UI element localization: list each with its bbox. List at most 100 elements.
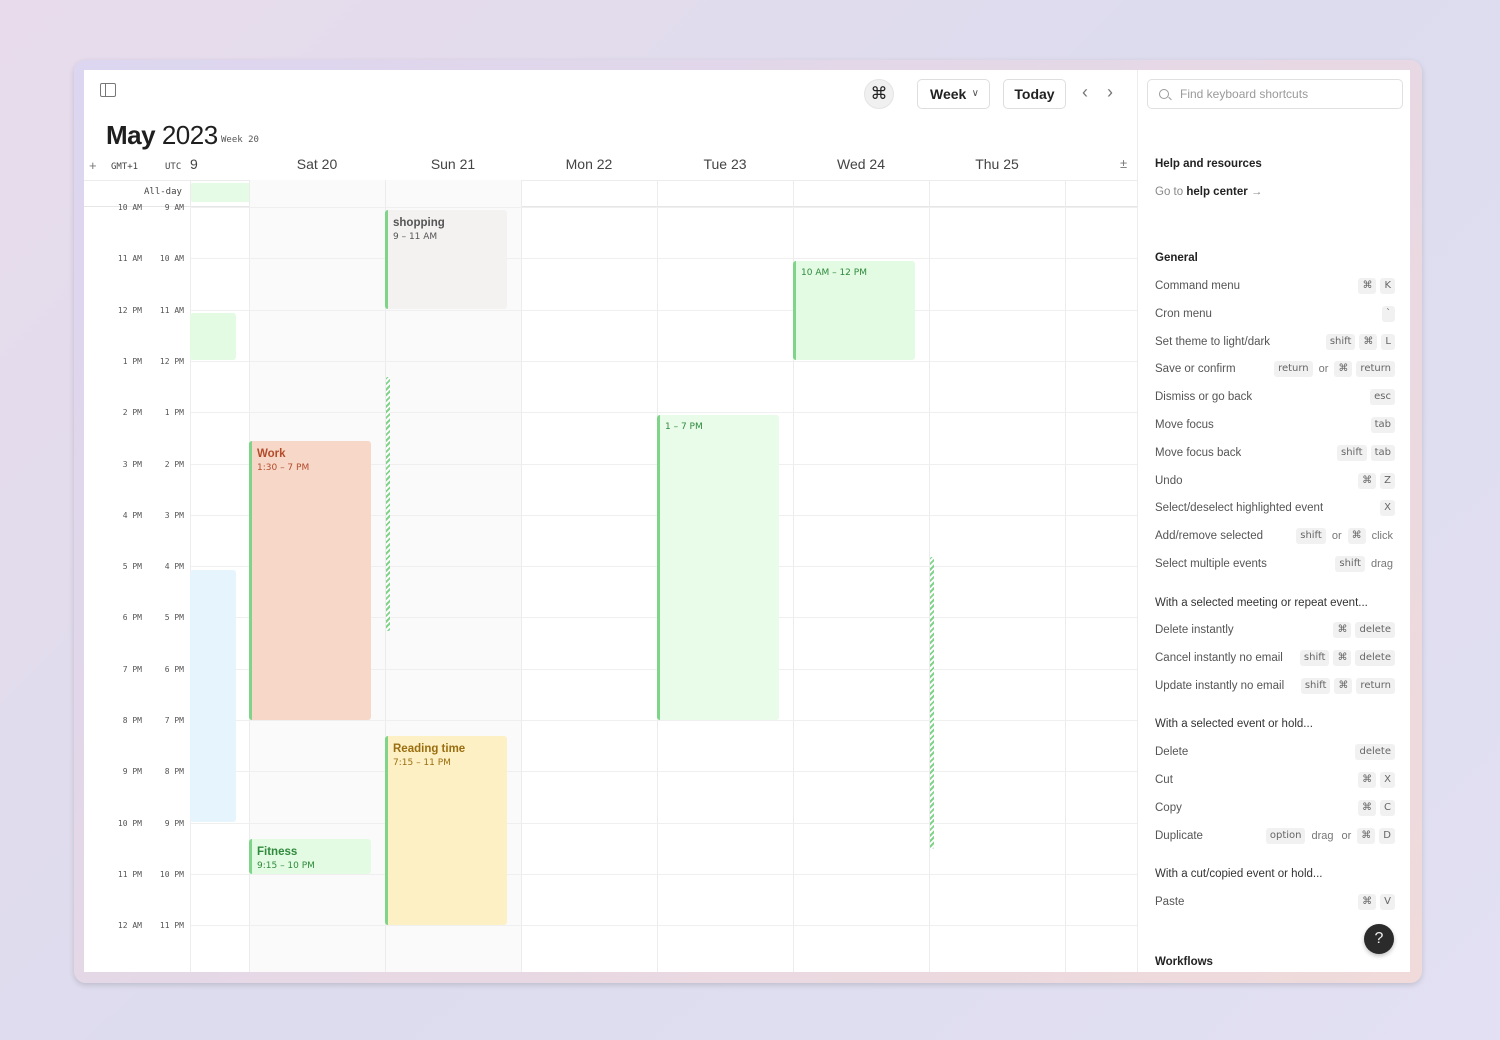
time-label-local: 7 PM — [122, 664, 142, 674]
shortcut-row: Delete delete — [1155, 744, 1395, 762]
shortcut-label: Cut — [1155, 774, 1173, 786]
event-shopping[interactable]: shopping 9 – 11 AM — [385, 210, 507, 309]
keycap: ⌘ — [1334, 678, 1353, 694]
keycap: ⌘ — [1358, 472, 1377, 489]
previous-week-icon[interactable]: ‹ — [1082, 82, 1088, 102]
day-header-wed[interactable]: Wed 24 — [837, 156, 885, 172]
link-prefix: Go to — [1155, 186, 1184, 198]
time-label-utc: 10 PM — [159, 869, 184, 879]
event-fitness[interactable]: Fitness 9:15 – 10 PM — [249, 839, 371, 874]
shortcut-row: Undo ⌘ Z — [1155, 472, 1395, 491]
day-header-sat[interactable]: Sat 20 — [296, 156, 338, 172]
event-hold-thu[interactable] — [930, 557, 934, 849]
help-button[interactable]: ? — [1364, 924, 1394, 954]
shortcut-label: Command menu — [1155, 280, 1241, 292]
shortcut-row: Save or confirm return or ⌘ return — [1155, 361, 1395, 379]
event-hold-sun[interactable] — [386, 377, 390, 631]
event-color-bar — [249, 839, 252, 874]
keycap: return — [1356, 678, 1395, 694]
shortcut-search[interactable] — [1147, 79, 1403, 109]
shortcut-label: Cron menu — [1155, 307, 1212, 320]
event-work[interactable]: Work 1:30 – 7 PM — [249, 441, 371, 720]
time-label-local: 9 PM — [122, 767, 142, 777]
event-color-bar — [385, 210, 388, 309]
shortcut-keys: return or ⌘ return — [1274, 361, 1395, 378]
event-block-fri-blue[interactable] — [190, 570, 236, 822]
time-label-utc: 12 PM — [159, 356, 184, 366]
divider — [84, 206, 1137, 207]
event-reading-time[interactable]: Reading time 7:15 – 11 PM — [385, 736, 507, 925]
time-label-local: 11 AM — [117, 254, 142, 264]
keycap: shift — [1335, 556, 1365, 572]
keycap: ⌘ — [1359, 333, 1378, 350]
event-wed-block[interactable]: 10 AM – 12 PM — [793, 261, 915, 360]
hour-line — [190, 360, 1137, 362]
command-menu-button[interactable]: ⌘ — [864, 79, 894, 109]
zoom-toggle-icon[interactable]: ± — [1120, 156, 1128, 171]
shortcut-row: Select multiple events shift drag — [1155, 556, 1395, 574]
shortcut-keys: shift tab — [1337, 444, 1395, 461]
day-header-mon[interactable]: Mon 22 — [565, 156, 613, 172]
keycap: option — [1265, 828, 1306, 844]
day-header-sun[interactable]: Sun 21 — [430, 156, 476, 172]
event-block-fri-green[interactable] — [190, 313, 236, 360]
time-label-local: 3 PM — [122, 459, 142, 469]
time-label-utc: 2 PM — [164, 459, 184, 469]
shortcut-row: Delete instantly ⌘ delete — [1155, 622, 1395, 640]
shortcut-row: Cron menu ` — [1155, 305, 1395, 324]
keycap: shift — [1299, 650, 1330, 666]
shortcut-row: Update instantly no email shift ⌘ return — [1155, 678, 1395, 696]
time-label-utc: 3 PM — [164, 510, 184, 520]
hour-line — [190, 925, 1137, 927]
day-header-tue[interactable]: Tue 23 — [703, 156, 747, 172]
keycap: ` — [1382, 305, 1395, 322]
view-select-button[interactable]: Week ∨ — [917, 79, 990, 109]
time-label-local: 12 AM — [117, 921, 142, 931]
shortcut-connector: drag — [1370, 558, 1393, 570]
hour-line — [190, 412, 1137, 414]
meeting-section-title: With a selected meeting or repeat event.… — [1155, 597, 1368, 609]
next-week-icon[interactable]: › — [1107, 82, 1113, 102]
timezone-utc-label[interactable]: UTC — [165, 162, 182, 172]
event-time: 1 – 7 PM — [665, 422, 703, 432]
search-input[interactable] — [1180, 84, 1395, 104]
divider — [84, 180, 1137, 181]
shortcut-label: Save or confirm — [1155, 363, 1236, 376]
time-label-utc: 9 AM — [164, 203, 184, 212]
calendar-grid[interactable]: 10 AM 9 AM 11 AM 10 AM 12 PM 11 AM 1 PM 12 PM 2 … — [84, 180, 1137, 972]
keycap: V — [1380, 894, 1395, 910]
keycap: ⌘ — [1357, 828, 1376, 844]
shortcut-keys: tab — [1370, 417, 1395, 433]
column-divider — [929, 180, 930, 972]
event-time: 9:15 – 10 PM — [257, 861, 315, 871]
shortcut-keys: ⌘ Z — [1358, 472, 1395, 489]
keycap: X — [1380, 772, 1395, 788]
shortcut-label: Delete instantly — [1155, 624, 1234, 636]
timezone-local-label[interactable]: GMT+1 — [111, 162, 139, 172]
add-timezone-button[interactable]: + — [89, 158, 97, 173]
shortcut-label: Select/deselect highlighted event — [1155, 502, 1324, 515]
event-time: 10 AM – 12 PM — [801, 268, 867, 278]
shortcut-label: Delete — [1155, 746, 1189, 758]
today-button[interactable]: Today — [1003, 79, 1066, 109]
keycap: ⌘ — [1333, 650, 1352, 666]
event-title: Fitness — [257, 846, 298, 858]
event-title: Work — [257, 448, 286, 460]
time-label-utc: 10 AM — [159, 254, 184, 264]
keycap: delete — [1355, 744, 1395, 760]
shortcut-keys: ⌘ C — [1358, 800, 1395, 816]
shortcut-connector: click — [1371, 530, 1393, 543]
help-center-link[interactable]: Go to help center → — [1155, 186, 1262, 198]
event-tue-block[interactable]: 1 – 7 PM — [657, 415, 779, 720]
keycap: esc — [1370, 389, 1395, 406]
day-header-fri[interactable]: 9 — [190, 156, 198, 172]
day-header-thu[interactable]: Thu 25 — [975, 156, 1019, 172]
shortcut-keys: ⌘ K — [1358, 278, 1395, 294]
time-label-utc: 11 AM — [159, 305, 184, 315]
chevron-down-icon: ∨ — [971, 88, 979, 99]
event-section-title: With a selected event or hold... — [1155, 718, 1313, 730]
shortcut-keys: delete — [1355, 744, 1395, 760]
all-day-label: All-day — [144, 187, 182, 197]
sidebar-toggle-icon[interactable] — [100, 83, 116, 97]
keycap: K — [1380, 278, 1395, 294]
